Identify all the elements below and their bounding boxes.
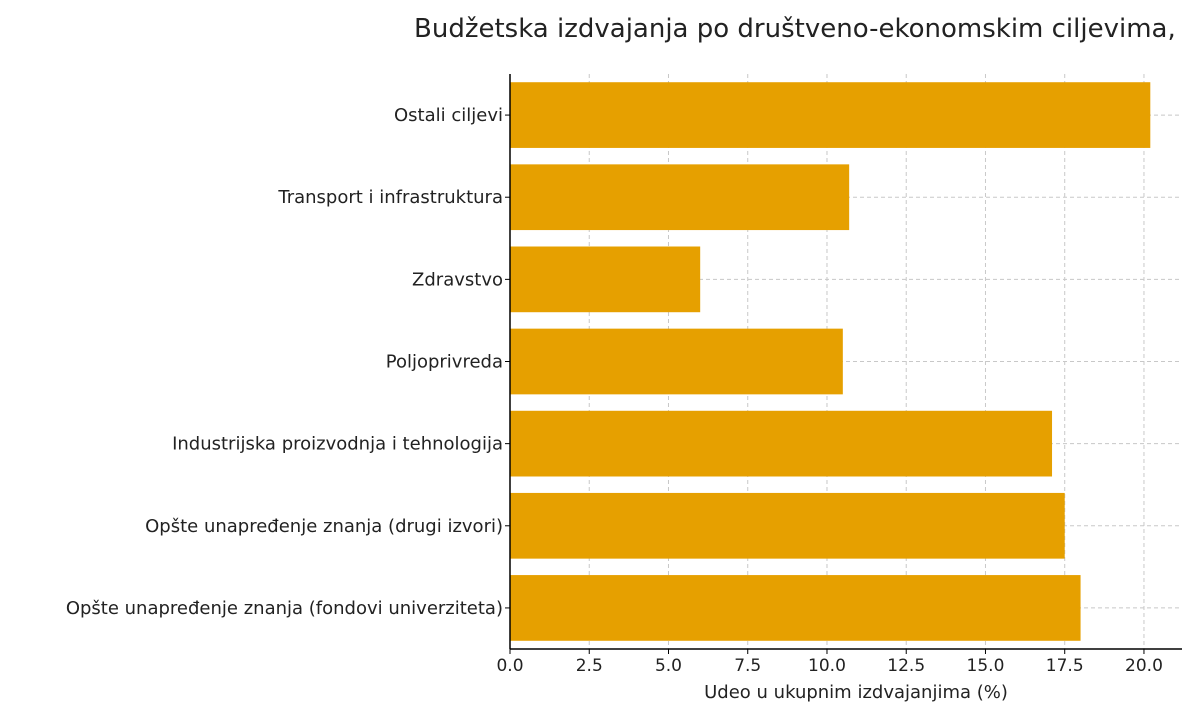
y-tick-label: Industrijska proizvodnja i tehnologija xyxy=(172,434,503,455)
bar xyxy=(510,410,1053,477)
x-tick-label: 17.5 xyxy=(1046,656,1084,676)
bar xyxy=(510,575,1081,641)
x-tick-label: 2.5 xyxy=(576,656,603,676)
tick-labels: 0.0 2.5 5.0 7.5 10.0 12.5 15.0 17.5 20.0 Ostali c… xyxy=(66,105,1163,703)
bar xyxy=(510,82,1151,148)
bar xyxy=(510,492,1065,559)
y-tick-label: Zdravstvo xyxy=(412,269,503,290)
y-tick-label: Poljoprivreda xyxy=(386,352,503,373)
bar xyxy=(510,164,850,231)
x-tick-label: 15.0 xyxy=(967,656,1005,676)
y-tick-label: Opšte unapređenje znanja (fondovi univer… xyxy=(66,598,503,619)
axes xyxy=(505,74,1182,654)
bar xyxy=(510,246,701,313)
x-tick-label: 5.0 xyxy=(655,656,682,676)
x-tick-label: 12.5 xyxy=(887,656,925,676)
x-tick-label: 7.5 xyxy=(734,656,761,676)
x-tick-label: 0.0 xyxy=(496,656,523,676)
y-tick-label: Ostali ciljevi xyxy=(394,105,503,126)
x-axis-label: Udeo u ukupnim izdvajanjima (%) xyxy=(704,682,1008,703)
chart-title: Budžetska izdvajanja po društveno-ekonom… xyxy=(414,14,1176,44)
x-tick-label: 20.0 xyxy=(1125,656,1163,676)
x-tick-label: 10.0 xyxy=(808,656,846,676)
bars xyxy=(510,82,1151,641)
y-tick-label: Transport i infrastruktura xyxy=(277,187,503,208)
bar xyxy=(510,328,843,395)
y-tick-label: Opšte unapređenje znanja (drugi izvori) xyxy=(145,516,503,537)
